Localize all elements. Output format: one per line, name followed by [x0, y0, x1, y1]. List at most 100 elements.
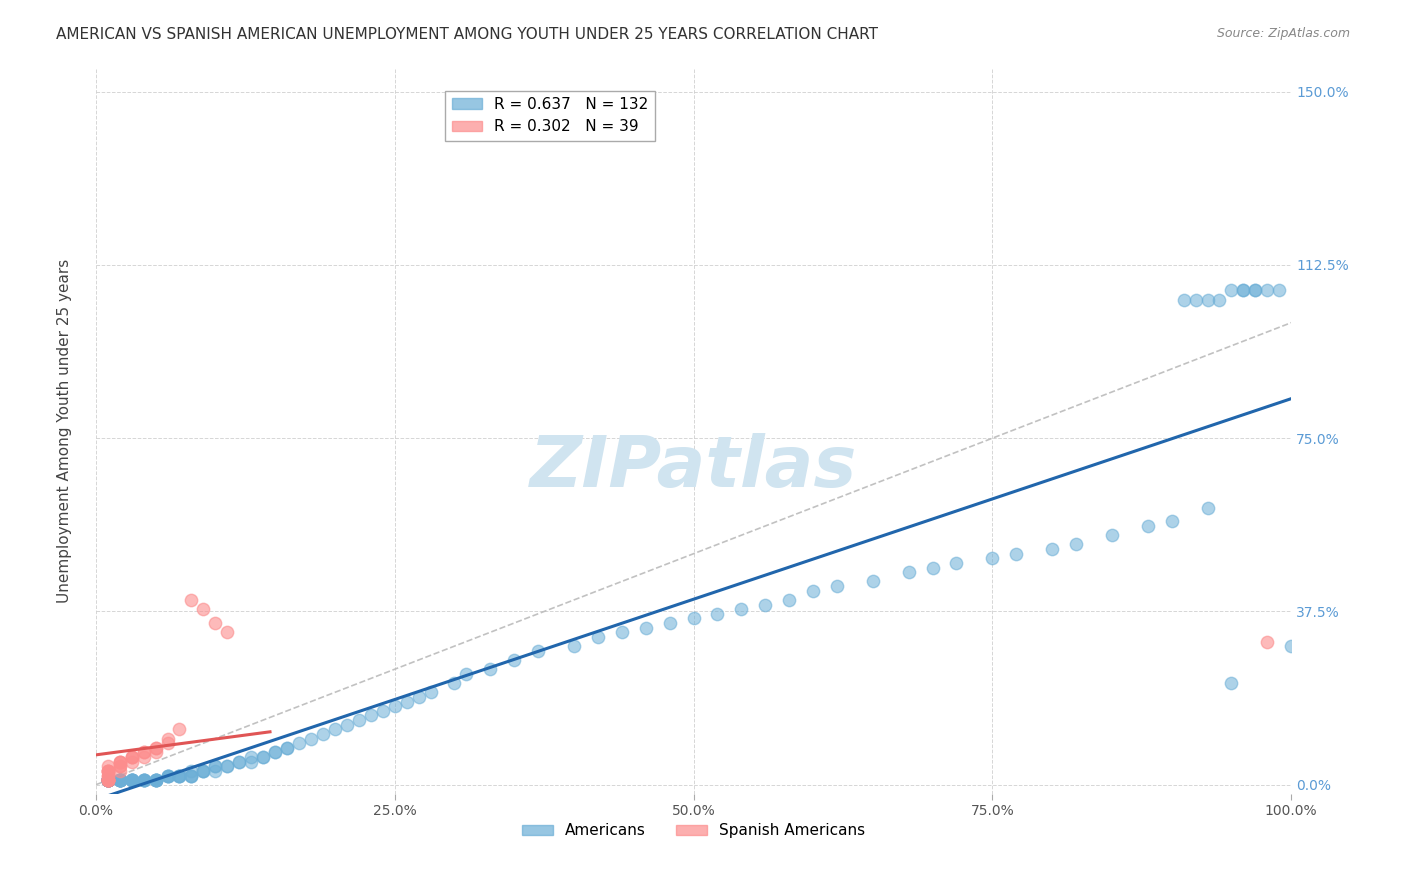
- Americans: [479, 662, 502, 676]
- Americans: [264, 746, 287, 760]
- Americans: [121, 773, 143, 788]
- Americans: [1040, 542, 1063, 557]
- Americans: [217, 759, 239, 773]
- Americans: [132, 773, 155, 788]
- Americans: [145, 773, 167, 788]
- Americans: [97, 773, 120, 788]
- Americans: [132, 773, 155, 788]
- Americans: [97, 773, 120, 788]
- Americans: [156, 768, 179, 782]
- Spanish Americans: [108, 759, 131, 773]
- Spanish Americans: [156, 736, 179, 750]
- Spanish Americans: [145, 746, 167, 760]
- Americans: [1232, 283, 1254, 297]
- Americans: [276, 740, 298, 755]
- Spanish Americans: [204, 615, 226, 630]
- Americans: [1244, 283, 1267, 297]
- Americans: [97, 773, 120, 788]
- Spanish Americans: [108, 755, 131, 769]
- Americans: [121, 773, 143, 788]
- Americans: [312, 727, 335, 741]
- Americans: [108, 773, 131, 788]
- Americans: [132, 773, 155, 788]
- Spanish Americans: [97, 764, 120, 778]
- Americans: [778, 593, 800, 607]
- Spanish Americans: [217, 625, 239, 640]
- Spanish Americans: [121, 750, 143, 764]
- Americans: [240, 755, 263, 769]
- Spanish Americans: [97, 773, 120, 788]
- Americans: [586, 630, 609, 644]
- Americans: [862, 574, 884, 589]
- Americans: [276, 740, 298, 755]
- Americans: [108, 773, 131, 788]
- Americans: [132, 773, 155, 788]
- Spanish Americans: [121, 755, 143, 769]
- Spanish Americans: [97, 773, 120, 788]
- Americans: [97, 773, 120, 788]
- Americans: [145, 773, 167, 788]
- Americans: [347, 713, 370, 727]
- Americans: [730, 602, 752, 616]
- Americans: [108, 773, 131, 788]
- Spanish Americans: [145, 740, 167, 755]
- Spanish Americans: [108, 755, 131, 769]
- Americans: [299, 731, 322, 746]
- Spanish Americans: [108, 759, 131, 773]
- Americans: [97, 773, 120, 788]
- Spanish Americans: [97, 764, 120, 778]
- Spanish Americans: [97, 773, 120, 788]
- Americans: [108, 773, 131, 788]
- Americans: [132, 773, 155, 788]
- Americans: [1232, 283, 1254, 297]
- Spanish Americans: [97, 773, 120, 788]
- Spanish Americans: [145, 740, 167, 755]
- Americans: [156, 768, 179, 782]
- Americans: [921, 560, 943, 574]
- Americans: [204, 764, 226, 778]
- Americans: [443, 676, 465, 690]
- Americans: [264, 746, 287, 760]
- Americans: [1268, 283, 1291, 297]
- Americans: [97, 773, 120, 788]
- Americans: [97, 773, 120, 788]
- Text: AMERICAN VS SPANISH AMERICAN UNEMPLOYMENT AMONG YOUTH UNDER 25 YEARS CORRELATION: AMERICAN VS SPANISH AMERICAN UNEMPLOYMEN…: [56, 27, 879, 42]
- Americans: [1244, 283, 1267, 297]
- Americans: [384, 699, 406, 714]
- Americans: [1064, 537, 1087, 551]
- Americans: [97, 773, 120, 788]
- Spanish Americans: [97, 764, 120, 778]
- Americans: [97, 773, 120, 788]
- Americans: [180, 768, 202, 782]
- Americans: [706, 607, 728, 621]
- Americans: [360, 708, 382, 723]
- Americans: [562, 639, 585, 653]
- Americans: [1160, 515, 1182, 529]
- Americans: [204, 759, 226, 773]
- Americans: [945, 556, 967, 570]
- Americans: [169, 768, 191, 782]
- Y-axis label: Unemployment Among Youth under 25 years: Unemployment Among Youth under 25 years: [58, 260, 72, 603]
- Legend: Americans, Spanish Americans: Americans, Spanish Americans: [516, 817, 872, 845]
- Americans: [193, 764, 215, 778]
- Americans: [228, 755, 250, 769]
- Americans: [503, 653, 526, 667]
- Americans: [1220, 676, 1243, 690]
- Americans: [527, 644, 550, 658]
- Americans: [145, 773, 167, 788]
- Spanish Americans: [97, 759, 120, 773]
- Americans: [108, 773, 131, 788]
- Americans: [97, 773, 120, 788]
- Americans: [658, 615, 681, 630]
- Spanish Americans: [132, 746, 155, 760]
- Americans: [97, 773, 120, 788]
- Americans: [97, 773, 120, 788]
- Americans: [156, 768, 179, 782]
- Americans: [801, 583, 824, 598]
- Americans: [1279, 639, 1302, 653]
- Americans: [108, 773, 131, 788]
- Spanish Americans: [97, 773, 120, 788]
- Spanish Americans: [97, 764, 120, 778]
- Spanish Americans: [121, 750, 143, 764]
- Americans: [108, 773, 131, 788]
